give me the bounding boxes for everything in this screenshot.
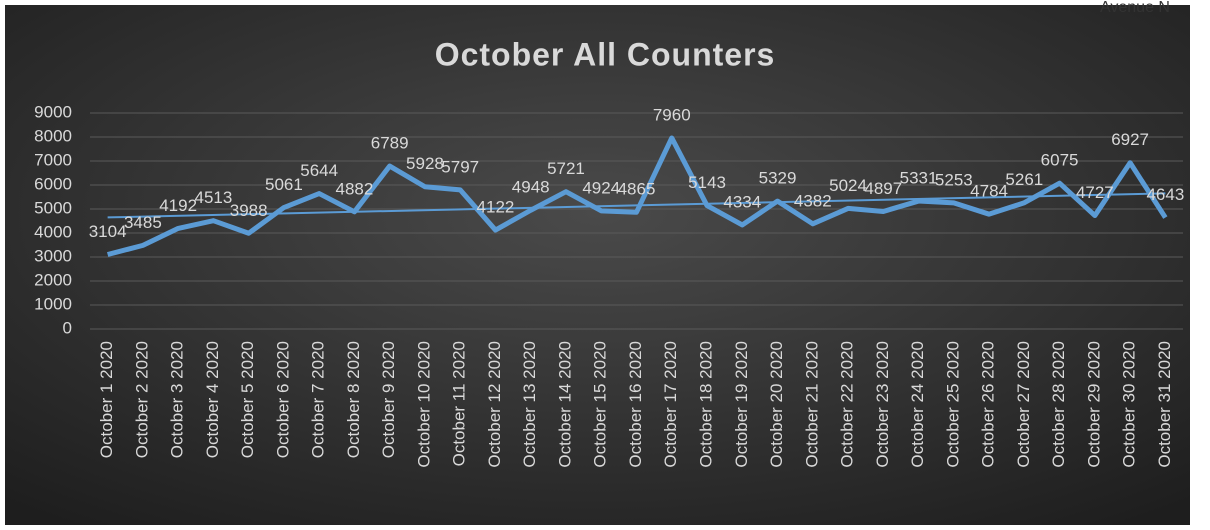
x-tick-label: October 31 2020 — [1155, 341, 1174, 468]
data-label: 5797 — [441, 157, 479, 176]
y-tick-label: 2000 — [34, 270, 72, 289]
x-tick-label: October 17 2020 — [661, 341, 680, 468]
data-label: 5331 — [900, 169, 938, 188]
chart-background — [5, 5, 1190, 525]
data-label: 4382 — [794, 191, 832, 210]
x-tick-label: October 23 2020 — [873, 341, 892, 468]
data-label: 5253 — [935, 170, 973, 189]
data-label: 5928 — [406, 154, 444, 173]
y-tick-label: 7000 — [34, 150, 72, 169]
data-label: 4643 — [1146, 185, 1184, 204]
y-tick-label: 5000 — [34, 198, 72, 217]
data-label: 3485 — [124, 213, 162, 232]
x-tick-label: October 5 2020 — [238, 341, 257, 458]
data-label: 4882 — [336, 179, 374, 198]
x-tick-label: October 26 2020 — [979, 341, 998, 468]
y-tick-label: 4000 — [34, 222, 72, 241]
x-tick-label: October 6 2020 — [273, 341, 292, 458]
data-label: 5024 — [829, 176, 867, 195]
x-tick-label: October 19 2020 — [732, 341, 751, 468]
data-label: 4924 — [582, 178, 620, 197]
data-label: 4948 — [512, 178, 550, 197]
y-tick-label: 3000 — [34, 246, 72, 265]
x-tick-label: October 20 2020 — [767, 341, 786, 468]
x-tick-label: October 1 2020 — [97, 341, 116, 458]
x-tick-label: October 27 2020 — [1014, 341, 1033, 468]
x-tick-label: October 22 2020 — [838, 341, 857, 468]
data-label: 6927 — [1111, 130, 1149, 149]
x-tick-label: October 24 2020 — [908, 341, 927, 468]
data-label: 3988 — [230, 201, 268, 220]
x-tick-label: October 18 2020 — [697, 341, 716, 468]
x-tick-label: October 7 2020 — [309, 341, 328, 458]
data-label: 5061 — [265, 175, 303, 194]
chart-title: October All Counters — [435, 36, 776, 72]
y-tick-label: 0 — [63, 318, 72, 337]
x-tick-label: October 30 2020 — [1120, 341, 1139, 468]
data-label: 4192 — [159, 196, 197, 215]
trendline — [107, 192, 1166, 219]
data-label: 4897 — [864, 179, 902, 198]
x-tick-label: October 10 2020 — [414, 341, 433, 468]
data-label: 4334 — [723, 192, 761, 211]
x-tick-label: October 28 2020 — [1049, 341, 1068, 468]
data-label: 5261 — [1005, 170, 1043, 189]
x-tick-label: October 13 2020 — [520, 341, 539, 468]
x-tick-label: October 9 2020 — [379, 341, 398, 458]
x-tick-label: October 21 2020 — [802, 341, 821, 468]
data-label: 4727 — [1076, 183, 1114, 202]
x-tick-label: October 16 2020 — [626, 341, 645, 468]
data-label: 5644 — [300, 161, 338, 180]
y-tick-label: 1000 — [34, 294, 72, 313]
data-label: 6075 — [1041, 151, 1079, 170]
data-label: 4784 — [970, 182, 1008, 201]
data-label: 7960 — [653, 105, 691, 124]
data-label: 3104 — [89, 222, 127, 241]
y-tick-label: 6000 — [34, 174, 72, 193]
x-tick-label: October 29 2020 — [1084, 341, 1103, 468]
x-tick-label: October 4 2020 — [203, 341, 222, 458]
data-label: 5721 — [547, 159, 585, 178]
y-tick-label: 8000 — [34, 126, 72, 145]
x-tick-label: October 14 2020 — [555, 341, 574, 468]
y-tick-label: 9000 — [34, 102, 72, 121]
data-label: 4122 — [477, 198, 515, 217]
x-tick-label: October 2 2020 — [132, 341, 151, 458]
x-tick-label: October 25 2020 — [943, 341, 962, 468]
x-tick-label: October 15 2020 — [591, 341, 610, 468]
x-tick-label: October 8 2020 — [344, 341, 363, 458]
x-tick-label: October 12 2020 — [485, 341, 504, 468]
data-label: 4865 — [618, 180, 656, 199]
data-label: 4513 — [194, 188, 232, 207]
x-tick-label: October 11 2020 — [450, 341, 469, 466]
data-label: 6789 — [371, 134, 409, 153]
x-tick-label: October 3 2020 — [168, 341, 187, 458]
data-line — [107, 135, 1168, 257]
annotation: Avenue N — [1100, 0, 1170, 16]
data-label: 5143 — [688, 173, 726, 192]
data-label: 5329 — [759, 169, 797, 188]
